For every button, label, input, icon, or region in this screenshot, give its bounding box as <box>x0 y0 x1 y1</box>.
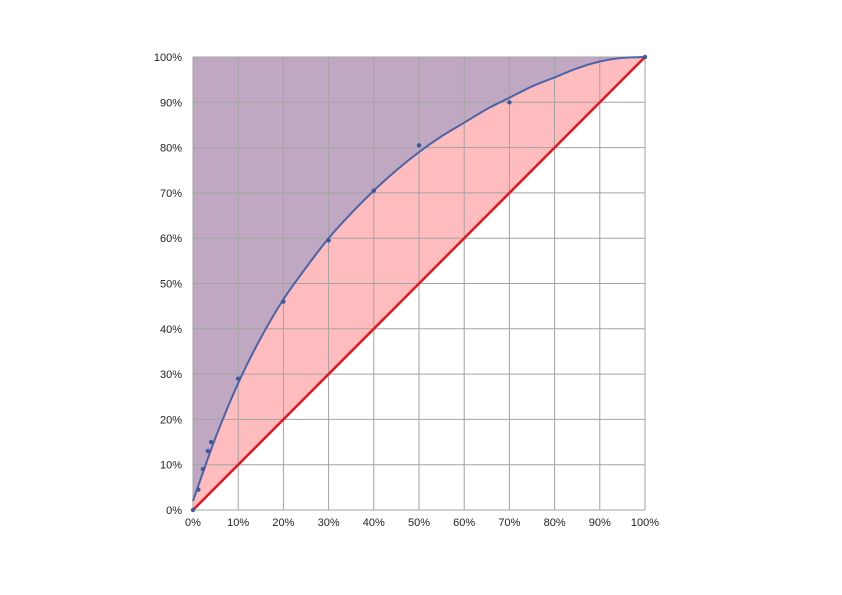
y-tick-label: 10% <box>160 460 182 472</box>
data-point <box>190 507 196 513</box>
y-tick-label: 20% <box>160 414 182 426</box>
y-tick-label: 100% <box>154 52 182 64</box>
data-point <box>236 376 241 381</box>
data-point <box>642 54 648 60</box>
data-point <box>200 467 206 472</box>
x-tick-label: 60% <box>453 517 475 529</box>
data-point <box>208 439 214 445</box>
x-tick-label: 90% <box>589 517 611 529</box>
y-tick-label: 30% <box>160 369 182 381</box>
x-tick-label: 50% <box>408 517 430 529</box>
y-tick-label: 70% <box>160 188 182 200</box>
x-tick-label: 80% <box>544 517 566 529</box>
data-point <box>205 448 211 454</box>
grid-lines <box>192 56 646 511</box>
data-points <box>190 54 648 513</box>
data-point <box>416 143 422 148</box>
y-tick-label: 90% <box>160 97 182 109</box>
y-tick-label: 40% <box>160 324 182 336</box>
data-point <box>507 100 512 105</box>
x-tick-label: 100% <box>631 517 659 529</box>
y-tick-label: 80% <box>160 143 182 155</box>
x-tick-label: 70% <box>498 517 520 529</box>
y-tick-label: 0% <box>166 505 182 517</box>
y-tick-label: 60% <box>160 233 182 245</box>
data-point <box>281 299 286 304</box>
x-axis-tick-labels: 0% 10% 20% 30% 40% 50% 60% 70% 80% 90% 100% <box>185 517 659 529</box>
data-point <box>196 487 201 492</box>
x-tick-label: 20% <box>272 517 294 529</box>
x-tick-label: 30% <box>318 517 340 529</box>
x-tick-label: 0% <box>185 517 201 529</box>
data-point <box>326 238 331 243</box>
data-point <box>371 188 376 193</box>
area-above-curve <box>193 57 645 510</box>
equality-line <box>192 56 646 511</box>
y-axis-tick-labels: 0% 10% 20% 30% 40% 50% 60% 70% 80% 90% 100% <box>154 52 182 517</box>
x-tick-label: 10% <box>227 517 249 529</box>
y-tick-label: 50% <box>160 279 182 291</box>
x-tick-label: 40% <box>363 517 385 529</box>
fitted-curve-line <box>192 56 646 502</box>
